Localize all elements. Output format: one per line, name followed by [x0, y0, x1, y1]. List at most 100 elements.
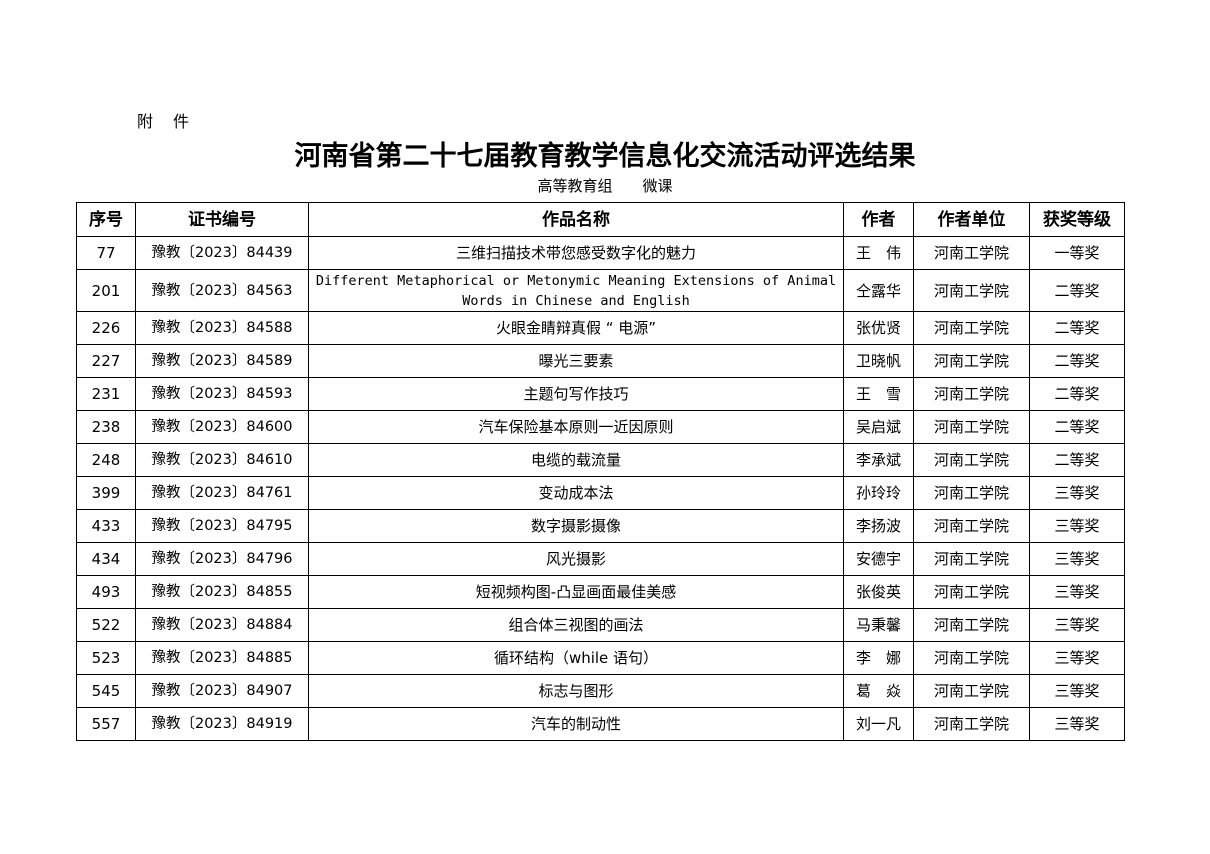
cell-award-level: 二等奖	[1029, 377, 1125, 411]
cell-award-level: 三等奖	[1029, 542, 1125, 576]
cell-work-title: 火眼金睛辩真假 “ 电源”	[308, 311, 844, 345]
cell-author-unit: 河南工学院	[913, 641, 1030, 675]
header-index: 序号	[76, 202, 136, 237]
cell-index: 248	[76, 443, 136, 477]
cell-work-title: 风光摄影	[308, 542, 844, 576]
cell-index: 238	[76, 410, 136, 444]
cell-certificate-no: 豫教〔2023〕84593	[135, 377, 309, 411]
header-certificate-no: 证书编号	[135, 202, 309, 237]
table-row: 201 豫教〔2023〕84563 Different Metaphorical o…	[76, 269, 1125, 312]
header-work-title: 作品名称	[308, 202, 844, 237]
cell-author: 李 娜	[843, 641, 914, 675]
cell-index: 523	[76, 641, 136, 675]
cell-work-title: 电缆的载流量	[308, 443, 844, 477]
cell-author: 刘一凡	[843, 707, 914, 741]
cell-certificate-no: 豫教〔2023〕84855	[135, 575, 309, 609]
cell-certificate-no: 豫教〔2023〕84795	[135, 509, 309, 543]
table-row: 227 豫教〔2023〕84589 曝光三要素 卫晓帆 河南工学院 二等奖	[76, 344, 1125, 378]
cell-certificate-no: 豫教〔2023〕84919	[135, 707, 309, 741]
cell-certificate-no: 豫教〔2023〕84761	[135, 476, 309, 510]
table-row: 77 豫教〔2023〕84439 三维扫描技术带您感受数字化的魅力王 伟河南工学院一…	[76, 236, 1125, 270]
cell-work-title: 变动成本法	[308, 476, 844, 510]
cell-work-title: 组合体三视图的画法	[308, 608, 844, 642]
table-row: 557 豫教〔2023〕84919 汽车的制动性 刘一凡 河南工学院 三等奖	[76, 707, 1125, 741]
table-row: 522 豫教〔2023〕84884 组合体三视图的画法 马秉馨 河南工学院 三等奖	[76, 608, 1125, 642]
cell-award-level: 三等奖	[1029, 575, 1125, 609]
table-row: 238 豫教〔2023〕84600 汽车保险基本原则一近因原则 吴启斌 河南工学院 二等奖	[76, 410, 1125, 444]
table-row: 523 豫教〔2023〕84885 循环结构（while 语句）李 娜河南工学院 三等…	[76, 641, 1125, 675]
cell-author: 仝露华	[843, 269, 914, 312]
cell-certificate-no: 豫教〔2023〕84907	[135, 674, 309, 708]
table-row: 248 豫教〔2023〕84610 电缆的载流量 李承斌 河南工学院 二等奖	[76, 443, 1125, 477]
cell-award-level: 三等奖	[1029, 707, 1125, 741]
cell-author-unit: 河南工学院	[913, 443, 1030, 477]
cell-index: 545	[76, 674, 136, 708]
cell-certificate-no: 豫教〔2023〕84588	[135, 311, 309, 345]
cell-work-title: 循环结构（while 语句）	[308, 641, 844, 675]
table-row: 545 豫教〔2023〕84907 标志与图形葛 焱河南工学院 三等奖	[76, 674, 1125, 708]
cell-index: 399	[76, 476, 136, 510]
cell-author: 李扬波	[843, 509, 914, 543]
cell-certificate-no: 豫教〔2023〕84563	[135, 269, 309, 312]
cell-work-title: 数字摄影摄像	[308, 509, 844, 543]
table-row: 399 豫教〔2023〕84761 变动成本法 孙玲玲 河南工学院 三等奖	[76, 476, 1125, 510]
cell-work-title: 汽车保险基本原则一近因原则	[308, 410, 844, 444]
table-row: 493 豫教〔2023〕84855 短视频构图-凸显画面最佳美感 张俊英 河南工学院 三等…	[76, 575, 1125, 609]
cell-work-title: 曝光三要素	[308, 344, 844, 378]
cell-award-level: 三等奖	[1029, 509, 1125, 543]
table-header-row: 序号 证书编号 作品名称 作者 作者单位 获奖等级	[76, 202, 1125, 237]
cell-certificate-no: 豫教〔2023〕84439	[135, 236, 309, 270]
cell-author-unit: 河南工学院	[913, 707, 1030, 741]
cell-index: 201	[76, 269, 136, 312]
attachment-label: 附 件	[137, 112, 192, 131]
cell-author-unit: 河南工学院	[913, 377, 1030, 411]
table-row: 226 豫教〔2023〕84588 火眼金睛辩真假 “ 电源” 张优贤 河南工学院 二等奖	[76, 311, 1125, 345]
cell-certificate-no: 豫教〔2023〕84885	[135, 641, 309, 675]
table-row: 433 豫教〔2023〕84795 数字摄影摄像 李扬波 河南工学院 三等奖	[76, 509, 1125, 543]
cell-award-level: 三等奖	[1029, 476, 1125, 510]
cell-award-level: 二等奖	[1029, 443, 1125, 477]
cell-author: 马秉馨	[843, 608, 914, 642]
cell-index: 434	[76, 542, 136, 576]
cell-award-level: 二等奖	[1029, 410, 1125, 444]
cell-index: 77	[76, 236, 136, 270]
header-author-unit: 作者单位	[913, 202, 1030, 237]
table-row: 231 豫教〔2023〕84593 主题句写作技巧王 雪河南工学院 二等奖	[76, 377, 1125, 411]
cell-author-unit: 河南工学院	[913, 674, 1030, 708]
cell-certificate-no: 豫教〔2023〕84610	[135, 443, 309, 477]
cell-award-level: 二等奖	[1029, 269, 1125, 312]
cell-author: 卫晓帆	[843, 344, 914, 378]
cell-author-unit: 河南工学院	[913, 542, 1030, 576]
cell-author: 王 雪	[843, 377, 914, 411]
cell-work-title: Different Metaphorical or Metonymic Mean…	[308, 269, 844, 312]
cell-author: 葛 焱	[843, 674, 914, 708]
page-subtitle: 高等教育组 微课	[537, 177, 673, 195]
cell-author: 吴启斌	[843, 410, 914, 444]
header-author: 作者	[843, 202, 914, 237]
cell-author: 张优贤	[843, 311, 914, 345]
cell-author: 孙玲玲	[843, 476, 914, 510]
cell-index: 557	[76, 707, 136, 741]
cell-author-unit: 河南工学院	[913, 410, 1030, 444]
cell-award-level: 三等奖	[1029, 641, 1125, 675]
cell-work-title: 三维扫描技术带您感受数字化的魅力	[308, 236, 844, 270]
cell-index: 227	[76, 344, 136, 378]
cell-author-unit: 河南工学院	[913, 236, 1030, 270]
cell-author: 张俊英	[843, 575, 914, 609]
header-award-level: 获奖等级	[1029, 202, 1125, 237]
cell-index: 231	[76, 377, 136, 411]
cell-author-unit: 河南工学院	[913, 575, 1030, 609]
cell-certificate-no: 豫教〔2023〕84884	[135, 608, 309, 642]
cell-author: 安德宇	[843, 542, 914, 576]
cell-award-level: 二等奖	[1029, 344, 1125, 378]
cell-index: 433	[76, 509, 136, 543]
cell-author-unit: 河南工学院	[913, 344, 1030, 378]
cell-index: 493	[76, 575, 136, 609]
cell-certificate-no: 豫教〔2023〕84589	[135, 344, 309, 378]
cell-award-level: 二等奖	[1029, 311, 1125, 345]
results-table: 序号 证书编号 作品名称 作者 作者单位 获奖等级 77 豫教〔2023〕8443…	[76, 202, 1125, 741]
cell-index: 226	[76, 311, 136, 345]
cell-author: 王 伟	[843, 236, 914, 270]
cell-author-unit: 河南工学院	[913, 608, 1030, 642]
cell-work-title: 主题句写作技巧	[308, 377, 844, 411]
